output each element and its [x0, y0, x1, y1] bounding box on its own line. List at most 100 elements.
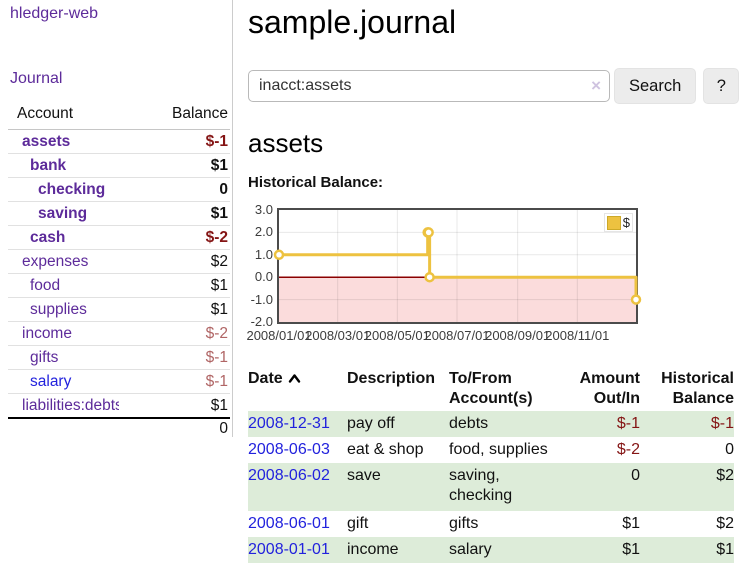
- account-balance: $1: [119, 201, 230, 226]
- account-link-supplies[interactable]: supplies: [30, 301, 87, 318]
- account-row-saving: saving $1: [8, 201, 230, 226]
- chart-canvas: [273, 210, 642, 322]
- transaction-balance: $2: [716, 467, 734, 484]
- register-row: 2008-06-03 eat & shop food, supplies $-2…: [248, 437, 734, 463]
- transaction-balance: $2: [716, 515, 734, 532]
- account-row-income: income $-2: [8, 321, 230, 346]
- account-balance: $1: [210, 397, 228, 414]
- account-balance: 0: [119, 177, 230, 202]
- account-balance: $2: [119, 249, 230, 274]
- accounts-total-row: 0: [8, 417, 230, 438]
- register-header-accounts: To/From Account(s): [445, 366, 573, 411]
- register-row: 2008-01-01 income salary $1 $1: [248, 537, 734, 563]
- accounts-header-row: Account Balance: [8, 101, 230, 130]
- transaction-amount: $1: [622, 541, 640, 558]
- account-balance: $-1: [119, 129, 230, 154]
- x-axis-tick-label: 2008/07/01: [424, 328, 490, 343]
- account-link-bank[interactable]: bank: [30, 157, 67, 174]
- transaction-accounts: debts: [449, 415, 489, 432]
- y-axis-tick-label: 0.0: [254, 269, 273, 285]
- account-link-checking[interactable]: checking: [38, 181, 106, 198]
- account-link-salary[interactable]: salary: [30, 373, 72, 390]
- x-axis-tick-label: 2008/01/01: [246, 328, 312, 343]
- transaction-date-link[interactable]: 2008-06-01: [248, 515, 330, 532]
- register-header-balance-line1: Historical: [661, 370, 734, 387]
- account-balance: $1: [119, 273, 230, 298]
- accounts-header-account: Account: [8, 101, 119, 130]
- account-balance: $-1: [119, 369, 230, 394]
- y-axis-tick-label: -1.0: [250, 291, 273, 307]
- account-row-expenses: expenses $2: [8, 249, 230, 274]
- sidebar-item-journal[interactable]: Journal: [10, 70, 63, 87]
- account-link-gifts[interactable]: gifts: [30, 349, 59, 366]
- register-header-amount-line1: Amount: [579, 370, 640, 387]
- x-axis-tick-label: 2008/11/01: [545, 328, 610, 343]
- transaction-balance: $1: [716, 541, 734, 558]
- register-header-description: Description: [347, 370, 436, 387]
- transaction-description: eat & shop: [347, 441, 424, 458]
- register-header-balance-line2: Balance: [672, 390, 734, 407]
- register-row: 2008-06-01 gift gifts $1 $2: [248, 511, 734, 537]
- account-row-bank: bank $1: [8, 153, 230, 178]
- transaction-amount: $-1: [616, 415, 640, 432]
- chart-legend: $: [603, 213, 633, 232]
- search-box: ×: [248, 70, 610, 102]
- transaction-accounts: salary: [449, 541, 492, 558]
- legend-swatch-icon: [606, 215, 621, 230]
- transaction-date-link[interactable]: 2008-06-03: [248, 441, 330, 458]
- transaction-accounts: gifts: [449, 515, 479, 532]
- app-title-link[interactable]: hledger-web: [10, 5, 99, 22]
- chart-title: Historical Balance:: [248, 174, 384, 191]
- transaction-description: pay off: [347, 415, 395, 432]
- transaction-description: save: [347, 467, 381, 484]
- account-balance: $-2: [119, 225, 230, 250]
- sort-ascending-icon: [288, 374, 300, 383]
- chart-plot-area: $: [273, 208, 642, 324]
- register-row: 2008-12-31 pay off debts $-1 $-1: [248, 411, 734, 437]
- y-axis-tick-label: 1.0: [254, 246, 273, 262]
- account-link-cash[interactable]: cash: [30, 229, 66, 246]
- accounts-total-balance: 0: [119, 417, 230, 438]
- account-link-income[interactable]: income: [22, 325, 72, 342]
- search-input[interactable]: [248, 70, 610, 102]
- y-axis-tick-label: 2.0: [254, 224, 273, 240]
- account-row-supplies: supplies $1: [8, 297, 230, 322]
- account-link-saving[interactable]: saving: [38, 205, 88, 222]
- transaction-amount: 0: [631, 467, 640, 484]
- transaction-date-link[interactable]: 2008-01-01: [248, 541, 330, 558]
- account-row-liabilities-debts: liabilities:debts $1: [8, 394, 230, 419]
- accounts-header-balance: Balance: [119, 101, 230, 130]
- account-row-cash: cash $-2: [8, 225, 230, 250]
- search-form: × Search ?: [248, 68, 742, 104]
- transaction-description: gift: [347, 515, 369, 532]
- transaction-amount: $1: [622, 515, 640, 532]
- transaction-date-link[interactable]: 2008-12-31: [248, 415, 330, 432]
- account-heading: assets: [248, 128, 324, 158]
- account-balance: $1: [119, 153, 230, 178]
- transaction-balance: 0: [725, 441, 734, 458]
- help-button[interactable]: ?: [703, 68, 740, 104]
- transaction-accounts: food, supplies: [449, 441, 548, 458]
- register-header-row: Date Description To/From Account(s) Amou…: [248, 366, 734, 411]
- account-link-food[interactable]: food: [30, 277, 61, 294]
- account-row-salary: salary $-1: [8, 369, 230, 394]
- account-link-expenses[interactable]: expenses: [22, 253, 89, 270]
- register-header-date[interactable]: Date: [248, 366, 345, 411]
- register-header-date-label: Date: [248, 370, 283, 387]
- search-button[interactable]: Search: [614, 68, 697, 104]
- register-row: 2008-06-02 save saving, checking 0 $2: [248, 463, 734, 511]
- transaction-date-link[interactable]: 2008-06-02: [248, 467, 330, 484]
- x-axis-tick-label: 2008/03/01: [305, 328, 371, 343]
- register-header-amount: Amount Out/In: [573, 366, 640, 411]
- accounts-total-spacer: [8, 417, 119, 438]
- transaction-description: income: [347, 541, 399, 558]
- account-link-assets[interactable]: assets: [22, 133, 71, 150]
- sidebar-divider: [232, 0, 233, 437]
- clear-search-icon[interactable]: ×: [591, 76, 601, 95]
- register-header-accounts-line1: To/From: [449, 370, 512, 387]
- register-header-accounts-line2: Account(s): [449, 390, 533, 407]
- historical-balance-chart: $ 3.0 2.0 1.0 0.0 -1.0 -2.0 2008/01/01 2008/03/…: [246, 202, 742, 354]
- page-title: sample.journal: [248, 4, 457, 40]
- account-link-liabilities-debts[interactable]: liabilities:debts: [22, 397, 119, 414]
